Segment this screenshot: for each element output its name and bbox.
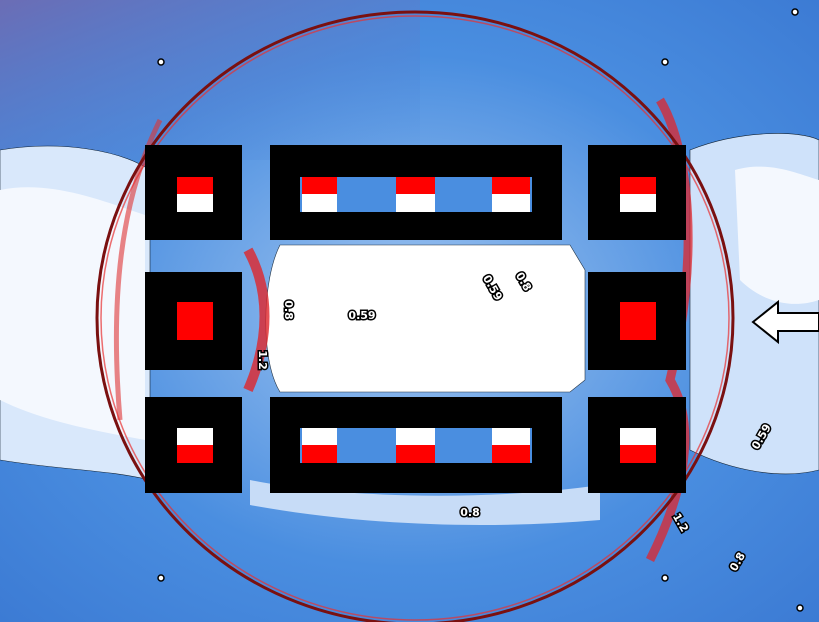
window (302, 177, 337, 194)
window (177, 194, 213, 212)
marker (791, 8, 799, 16)
marker (157, 574, 165, 582)
marker (157, 58, 165, 66)
light-region (735, 166, 819, 304)
contour-label: 0.8 (460, 506, 480, 519)
marker (661, 574, 669, 582)
window (620, 428, 656, 445)
window (620, 177, 656, 194)
window (492, 445, 530, 463)
high-zone (243, 247, 270, 393)
window (620, 194, 656, 212)
window (177, 302, 213, 340)
window (492, 428, 530, 445)
window (396, 177, 435, 194)
window (302, 445, 337, 463)
window (177, 428, 213, 445)
shade (0, 0, 420, 160)
window (302, 194, 337, 212)
contour-label: 0.8 (282, 300, 295, 320)
marker (661, 58, 669, 66)
wind-arrow (751, 299, 819, 345)
markers (157, 8, 804, 612)
marker (796, 604, 804, 612)
window (177, 445, 213, 463)
contour-label: 0.59 (348, 309, 375, 322)
window (620, 302, 656, 340)
window (396, 445, 435, 463)
light-region (250, 480, 600, 525)
window (492, 177, 530, 194)
light-region (265, 244, 586, 393)
window (492, 194, 530, 212)
light-region (0, 187, 145, 440)
contour-label: 1.2 (256, 350, 269, 370)
window (302, 428, 337, 445)
window (620, 445, 656, 463)
boundary-circle (100, 15, 730, 621)
window (396, 194, 435, 212)
boundary-circle (95, 10, 735, 622)
window (396, 428, 435, 445)
window (177, 177, 213, 194)
buildings (145, 145, 686, 493)
